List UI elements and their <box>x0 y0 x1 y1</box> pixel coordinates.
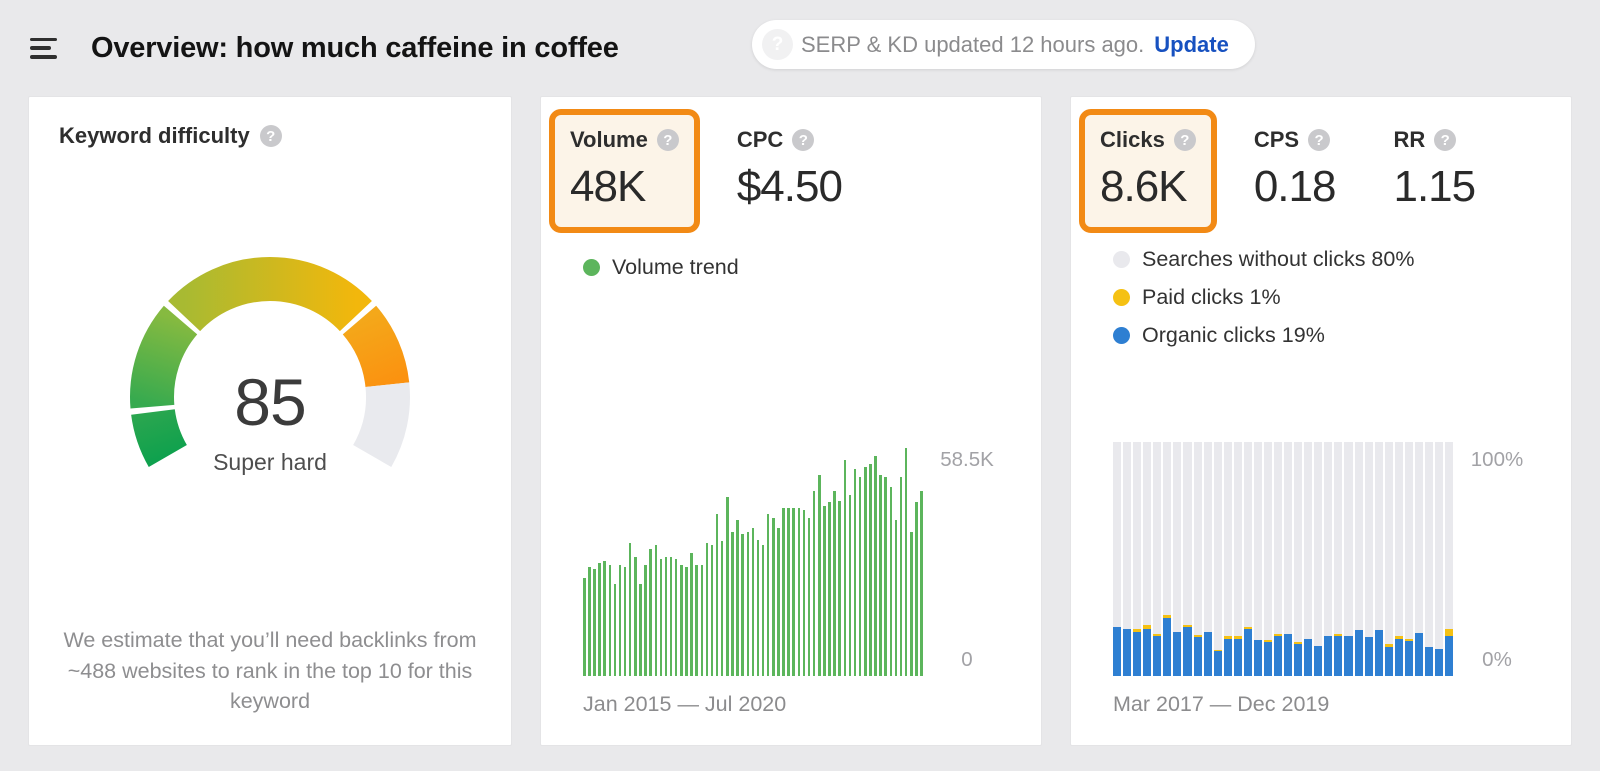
page-title: Overview: how much caffeine in coffee <box>91 31 619 64</box>
clicks-value: 8.6K <box>1100 162 1188 211</box>
no-clicks-legend-label: Searches without clicks 80% <box>1142 247 1415 272</box>
update-button[interactable]: Update <box>1154 31 1229 57</box>
overview-cards: Keyword difficulty ? 85 Super hard We es… <box>0 96 1600 746</box>
cpc-metric: CPC ? $4.50 <box>716 109 863 233</box>
help-icon[interactable]: ? <box>656 129 679 151</box>
paid-clicks-legend-item: Paid clicks 1% <box>1113 285 1541 310</box>
organic-clicks-dot-icon <box>1113 327 1130 345</box>
volume-trend-legend-label: Volume trend <box>612 255 739 280</box>
clicks-breakdown-chart: 100% 0% <box>1113 442 1541 676</box>
rr-label: RR <box>1393 127 1426 152</box>
update-status-pill: ? SERP & KD updated 12 hours ago. Update <box>752 20 1255 69</box>
no-clicks-legend-item: Searches without clicks 80% <box>1113 247 1541 272</box>
help-icon[interactable]: ? <box>1308 129 1331 151</box>
volume-value: 48K <box>570 162 646 211</box>
serp-kd-status-text: SERP & KD updated 12 hours ago. <box>801 31 1145 57</box>
cps-metric: CPS ? 0.18 <box>1233 109 1357 233</box>
paid-clicks-legend-label: Paid clicks 1% <box>1142 285 1281 310</box>
page-header: Overview: how much caffeine in coffee ? … <box>0 0 1600 96</box>
volume-trend-dot-icon <box>583 259 600 277</box>
clicks-stacked-bars <box>1113 442 1454 676</box>
volume-y-axis: 58.5K 0 <box>923 442 1011 676</box>
volume-trend-bars <box>583 442 923 676</box>
no-clicks-dot-icon <box>1113 251 1130 269</box>
clicks-label: Clicks <box>1100 127 1165 152</box>
clicks-y-max-label: 100% <box>1470 448 1524 471</box>
cps-label: CPS <box>1253 127 1300 152</box>
clicks-date-range: Mar 2017 — Dec 2019 <box>1113 692 1330 716</box>
kd-estimate-note: We estimate that you’ll need backlinks f… <box>63 628 477 714</box>
rr-metric: RR ? 1.15 <box>1372 109 1496 233</box>
help-icon[interactable]: ? <box>792 129 815 151</box>
volume-trend-chart: 58.5K 0 <box>583 442 1011 676</box>
volume-date-range: Jan 2015 — Jul 2020 <box>583 692 787 716</box>
clicks-y-axis: 100% 0% <box>1453 442 1541 676</box>
volume-y-min-label: 0 <box>961 648 973 671</box>
organic-clicks-legend-label: Organic clicks 19% <box>1142 323 1325 348</box>
clicks-card: Clicks ? 8.6K CPS ? 0.18 RR ? 1.15 <box>1070 96 1572 746</box>
volume-label: Volume <box>570 127 648 152</box>
volume-card: Volume ? 48K CPC ? $4.50 Volume trend <box>540 96 1042 746</box>
clicks-y-min-label: 0% <box>1482 648 1512 671</box>
keyword-difficulty-title: Keyword difficulty <box>59 123 250 148</box>
keyword-difficulty-card: Keyword difficulty ? 85 Super hard We es… <box>28 96 512 746</box>
kd-score: 85 <box>234 365 306 439</box>
help-icon[interactable]: ? <box>259 125 282 147</box>
volume-y-max-label: 58.5K <box>940 448 994 471</box>
kd-gauge: 85 Super hard <box>95 245 445 513</box>
volume-metric-highlighted: Volume ? 48K <box>549 109 700 234</box>
help-icon[interactable]: ? <box>762 29 793 60</box>
organic-clicks-legend-item: Organic clicks 19% <box>1113 323 1541 348</box>
cpc-value: $4.50 <box>736 162 843 211</box>
paid-clicks-dot-icon <box>1113 289 1130 307</box>
kd-gauge-svg <box>130 257 410 467</box>
cps-value: 0.18 <box>1253 162 1337 211</box>
kd-rating: Super hard <box>213 449 327 475</box>
menu-icon[interactable] <box>30 37 57 59</box>
rr-value: 1.15 <box>1393 162 1476 211</box>
volume-trend-legend-item: Volume trend <box>583 255 1011 280</box>
cpc-label: CPC <box>736 127 784 152</box>
clicks-metric-highlighted: Clicks ? 8.6K <box>1079 109 1217 234</box>
help-icon[interactable]: ? <box>1173 129 1196 151</box>
help-icon[interactable]: ? <box>1434 129 1457 151</box>
